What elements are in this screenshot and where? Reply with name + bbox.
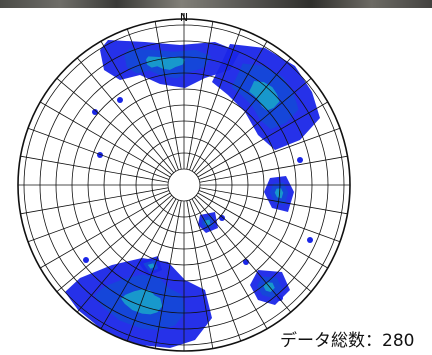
net-radial: [189, 28, 242, 171]
net-radial: [197, 192, 328, 269]
background-photo-strip: [0, 0, 432, 8]
net-radial: [76, 57, 175, 174]
density-speckle: [117, 97, 123, 103]
density-cluster: [100, 40, 240, 88]
density-cluster-core: [249, 80, 280, 111]
net-radial: [154, 200, 182, 349]
net-radial: [191, 41, 268, 172]
net-radial: [76, 196, 175, 313]
net-radial: [199, 155, 348, 183]
net-radial: [199, 187, 348, 215]
net-radial: [195, 77, 312, 176]
net-radial: [20, 187, 169, 215]
density-speckle: [277, 295, 283, 301]
net-radial: [56, 194, 173, 293]
data-count-label: データ総数：280: [280, 331, 415, 351]
density-speckle: [297, 157, 303, 163]
density-speckle: [92, 109, 98, 115]
net-radial: [27, 127, 170, 180]
net-radial: [193, 57, 292, 174]
density-speckle: [219, 215, 225, 221]
net-radial: [20, 155, 169, 183]
net-radial: [197, 101, 328, 178]
net-radial: [198, 127, 341, 180]
density-speckle: [307, 237, 313, 243]
net-radial: [195, 194, 312, 293]
density-cluster-core: [274, 188, 284, 199]
net-radial: [186, 200, 214, 349]
net-radial: [193, 196, 292, 313]
net-radial: [100, 198, 177, 329]
density-cluster-core: [147, 263, 155, 269]
net-radial: [56, 77, 173, 176]
density-speckle: [83, 257, 89, 263]
net-radial: [189, 199, 242, 342]
polar-net-grid: [17, 13, 351, 352]
net-radial: [154, 21, 182, 170]
density-cluster: [264, 176, 294, 212]
net-radial: [126, 199, 179, 342]
density-cluster: [65, 258, 212, 348]
net-radial: [40, 192, 171, 269]
net-radial: [186, 21, 214, 170]
net-radial: [27, 190, 170, 243]
net-radial: [198, 190, 341, 243]
net-radial: [100, 41, 177, 172]
net-ring: [167, 168, 201, 202]
net-radial: [40, 101, 171, 178]
density-cluster: [212, 44, 320, 150]
north-label: N: [180, 11, 188, 24]
net-radial: [191, 198, 268, 329]
net-radial: [126, 28, 179, 171]
